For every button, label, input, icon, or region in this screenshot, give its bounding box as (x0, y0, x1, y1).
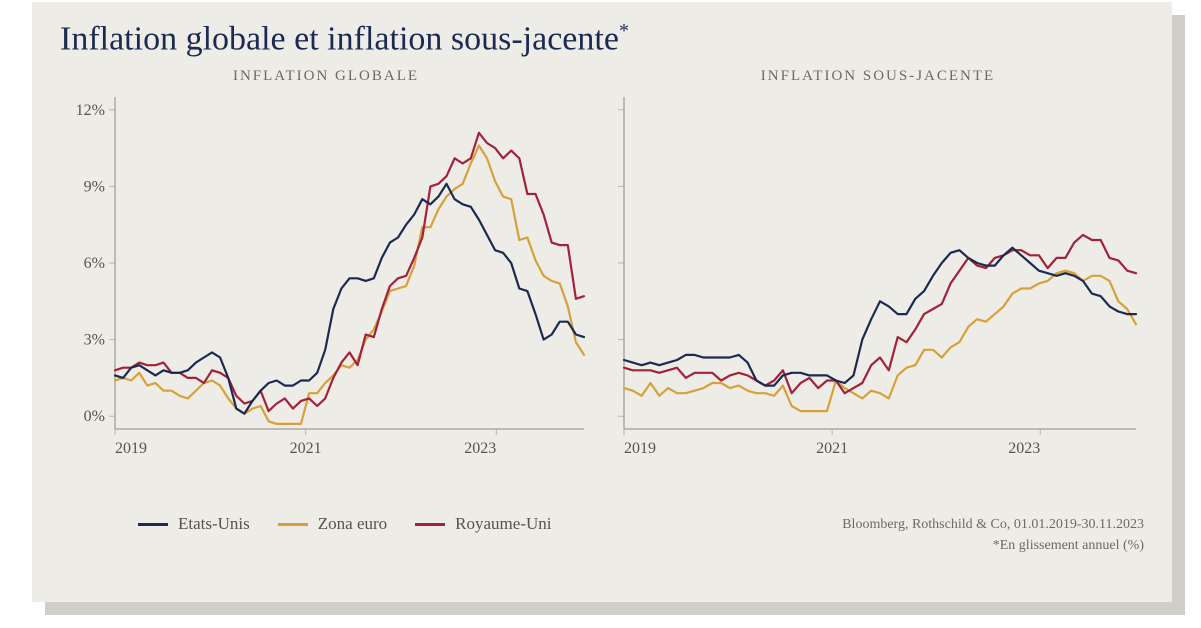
subplot-right: INFLATION SOUS-JACENTE 2019 2021 2023 (612, 68, 1144, 498)
legend-label-uk: Royaume-Uni (455, 514, 551, 534)
chart-svg: 2019 2021 2023 (612, 91, 1144, 461)
chart-title: Inflation globale et inflation sous-jace… (60, 20, 1144, 58)
legend-label-euro: Zona euro (318, 514, 387, 534)
chart-panel: Inflation globale et inflation sous-jace… (32, 2, 1172, 602)
svg-text:0%: 0% (84, 409, 105, 426)
legend-swatch-euro (278, 523, 308, 526)
legend-swatch-uk (415, 523, 445, 526)
chart-svg: 0% 3% 6% 9% 12% 2019 2021 2023 (60, 91, 592, 461)
legend-item-us: Etats-Unis (138, 514, 250, 534)
source-block: Bloomberg, Rothschild & Co, 01.01.2019-3… (842, 514, 1144, 556)
title-text: Inflation globale et inflation sous-jace… (60, 20, 619, 57)
legend-item-euro: Zona euro (278, 514, 387, 534)
title-asterisk: * (619, 20, 629, 42)
legend-label-us: Etats-Unis (178, 514, 250, 534)
footer: Etats-Unis Zona euro Royaume-Uni Bloombe… (60, 514, 1144, 556)
legend-swatch-us (138, 523, 168, 526)
legend-item-uk: Royaume-Uni (415, 514, 551, 534)
svg-text:2019: 2019 (624, 440, 656, 457)
svg-text:2019: 2019 (115, 440, 147, 457)
subplot-left: INFLATION GLOBALE 0% 3% 6% 9% 12% 2019 2021 202… (60, 68, 592, 498)
svg-text:9%: 9% (84, 179, 105, 196)
source-line2: *En glissement annuel (%) (842, 535, 1144, 556)
svg-text:2021: 2021 (816, 440, 848, 457)
source-line1: Bloomberg, Rothschild & Co, 01.01.2019-3… (842, 514, 1144, 535)
svg-text:3%: 3% (84, 332, 105, 349)
svg-text:12%: 12% (76, 102, 105, 119)
subplot-title-left: INFLATION GLOBALE (60, 68, 592, 85)
plot-area-right: 2019 2021 2023 (612, 91, 1144, 461)
svg-text:2023: 2023 (464, 440, 496, 457)
plot-area-left: 0% 3% 6% 9% 12% 2019 2021 2023 (60, 91, 592, 461)
svg-text:6%: 6% (84, 255, 105, 272)
svg-text:2023: 2023 (1008, 440, 1040, 457)
svg-text:2021: 2021 (290, 440, 322, 457)
charts-row: INFLATION GLOBALE 0% 3% 6% 9% 12% 2019 2021 202… (60, 68, 1144, 498)
subplot-title-right: INFLATION SOUS-JACENTE (612, 68, 1144, 85)
legend: Etats-Unis Zona euro Royaume-Uni (138, 514, 552, 534)
